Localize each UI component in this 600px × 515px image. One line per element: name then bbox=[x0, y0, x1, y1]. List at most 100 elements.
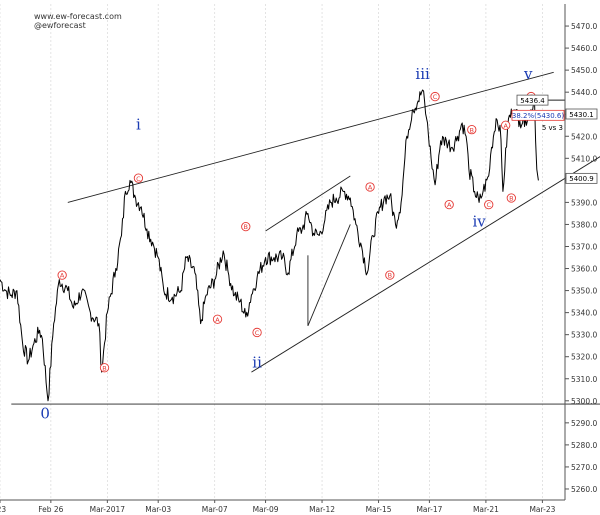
sub-wave-letter: A bbox=[447, 201, 452, 209]
lower-channel-line bbox=[251, 156, 600, 373]
sub-wave-circle bbox=[241, 221, 251, 232]
trend-lines bbox=[11, 71, 600, 405]
y-tick-label: 5460.0 bbox=[571, 44, 597, 53]
price-tag-text: 5436.4 bbox=[520, 97, 545, 105]
price-tag-5436.4: 5436.4 bbox=[516, 94, 549, 106]
price-tag-box bbox=[565, 108, 598, 120]
sub-wave-label-A: A bbox=[212, 314, 223, 324]
sub-wave-label-A: A bbox=[365, 182, 375, 192]
sub-wave-letter: B bbox=[509, 195, 513, 203]
grid bbox=[0, 4, 543, 500]
sub-wave-label-B: B bbox=[506, 193, 516, 203]
sub-wave-circle bbox=[385, 270, 395, 280]
wave-labels: 0iiiiiiivvABCABCABCABCABC bbox=[40, 65, 536, 422]
sub-wave-label-C: C bbox=[430, 91, 440, 102]
sub-wave-label-B: B bbox=[385, 270, 395, 280]
sub-wave-circle bbox=[467, 125, 477, 135]
price-tag-text: 38.2%(5430.6) bbox=[512, 112, 564, 120]
sub-wave-label-C: C bbox=[484, 199, 494, 210]
sub-wave-label-A: A bbox=[444, 199, 454, 210]
y-tick-label: 5260.0 bbox=[571, 485, 597, 494]
price-tag-text: 5430.1 bbox=[569, 111, 594, 119]
annotation-5-vs-3: 5 vs 3 bbox=[542, 124, 563, 132]
y-tick-label: 5300.0 bbox=[571, 397, 597, 406]
sub-wave-circle bbox=[57, 270, 67, 280]
price-tag-box bbox=[511, 109, 565, 121]
sub-wave-label-A: A bbox=[57, 270, 67, 280]
price-series bbox=[0, 89, 539, 402]
wave-label-v: v bbox=[523, 65, 533, 83]
y-tick-label: 5380.0 bbox=[571, 220, 597, 229]
price-tag-text: 5400.9 bbox=[569, 175, 594, 183]
sub-wave-label-B: B bbox=[241, 221, 251, 232]
sub-wave-circle bbox=[133, 173, 144, 183]
sub-wave-letter: B bbox=[244, 223, 248, 231]
y-tick-label: 5320.0 bbox=[571, 353, 597, 362]
x-tick-label: Mar-03 bbox=[145, 505, 171, 514]
y-tick-label: 5290.0 bbox=[571, 419, 597, 428]
y-tick-label: 5340.0 bbox=[571, 309, 597, 318]
sub-wave-letter: C bbox=[255, 329, 260, 337]
sub-wave-label-C: C bbox=[133, 173, 144, 183]
sub-wave-letter: A bbox=[503, 122, 508, 130]
wave-label-0: 0 bbox=[40, 404, 50, 422]
y-tick-label: 5450.0 bbox=[571, 66, 597, 75]
y-tick-label: 5410.0 bbox=[571, 154, 597, 163]
sub-wave-label-B: B bbox=[99, 363, 110, 373]
sub-wave-label-C: C bbox=[252, 327, 262, 338]
sub-wave-circle bbox=[444, 199, 454, 210]
sub-wave-letter: B bbox=[388, 272, 392, 280]
sub-wave-letter: C bbox=[136, 175, 141, 183]
y-tick-label: 5440.0 bbox=[571, 88, 597, 97]
sub-wave-letter: C bbox=[433, 93, 438, 101]
sub-wave-circle bbox=[501, 120, 511, 130]
price-tag-box bbox=[516, 94, 549, 106]
price-tags: 5436.4 5430.1 38.2%(5430.6) 5400.9 5 vs 3 bbox=[511, 94, 598, 184]
sub-wave-label-B: B bbox=[467, 125, 477, 135]
mini-channel-line-line bbox=[307, 224, 351, 327]
y-tick-label: 5370.0 bbox=[571, 242, 597, 251]
x-tick-label: Mar-07 bbox=[202, 505, 228, 514]
upper-channel-line bbox=[67, 71, 554, 203]
x-tick-label: Feb 26 bbox=[38, 505, 63, 514]
mini-channel-upper-line bbox=[265, 175, 351, 232]
sub-wave-circle bbox=[212, 314, 223, 324]
sub-wave-circle bbox=[252, 327, 262, 338]
y-tick-label: 5310.0 bbox=[571, 375, 597, 384]
sub-wave-letter: C bbox=[486, 201, 491, 209]
sub-wave-circle bbox=[365, 182, 375, 192]
y-tick-label: 5270.0 bbox=[571, 463, 597, 472]
y-tick-label: 5360.0 bbox=[571, 265, 597, 274]
sub-wave-letter: A bbox=[60, 272, 65, 280]
x-tick-label: Mar-12 bbox=[309, 505, 335, 514]
y-tick-label: 5390.0 bbox=[571, 198, 597, 207]
sub-wave-letter: A bbox=[215, 316, 220, 324]
price-tag-5430.1: 5430.1 bbox=[565, 108, 598, 120]
handle-watermark: @ewforecast bbox=[34, 21, 86, 30]
wave-label-iii: iii bbox=[415, 65, 430, 83]
x-tick-label: Mar-23 bbox=[529, 505, 555, 514]
y-tick-label: 5280.0 bbox=[571, 441, 597, 450]
sub-wave-circle bbox=[484, 199, 494, 210]
price-tag-box bbox=[565, 172, 598, 184]
wave-label-iv: iv bbox=[472, 213, 486, 231]
price-line bbox=[0, 89, 539, 402]
x-tick-label: Mar-15 bbox=[366, 505, 392, 514]
x-tick-label: -23 bbox=[0, 505, 6, 514]
y-tick-label: 5420.0 bbox=[571, 132, 597, 141]
y-tick-label: 5470.0 bbox=[571, 22, 597, 31]
website-watermark: www.ew-forecast.com bbox=[34, 12, 122, 21]
y-tick-label: 5350.0 bbox=[571, 287, 597, 296]
price-tag-5400.9: 5400.9 bbox=[565, 172, 598, 184]
y-tick-label: 5330.0 bbox=[571, 331, 597, 340]
sub-wave-circle bbox=[99, 363, 110, 373]
axes: 5260.0 5270.0 5280.0 5290.0 5300.0 5310.0 5320… bbox=[0, 4, 597, 514]
wave-label-ii: ii bbox=[252, 354, 262, 372]
sub-wave-letter: B bbox=[102, 364, 106, 372]
wave-label-i: i bbox=[136, 116, 141, 134]
x-tick-label: Mar-09 bbox=[253, 505, 279, 514]
sub-wave-letter: B bbox=[470, 126, 474, 134]
price-tag-38.2%(5430.6): 38.2%(5430.6) bbox=[511, 109, 565, 121]
sub-wave-circle bbox=[430, 91, 440, 102]
